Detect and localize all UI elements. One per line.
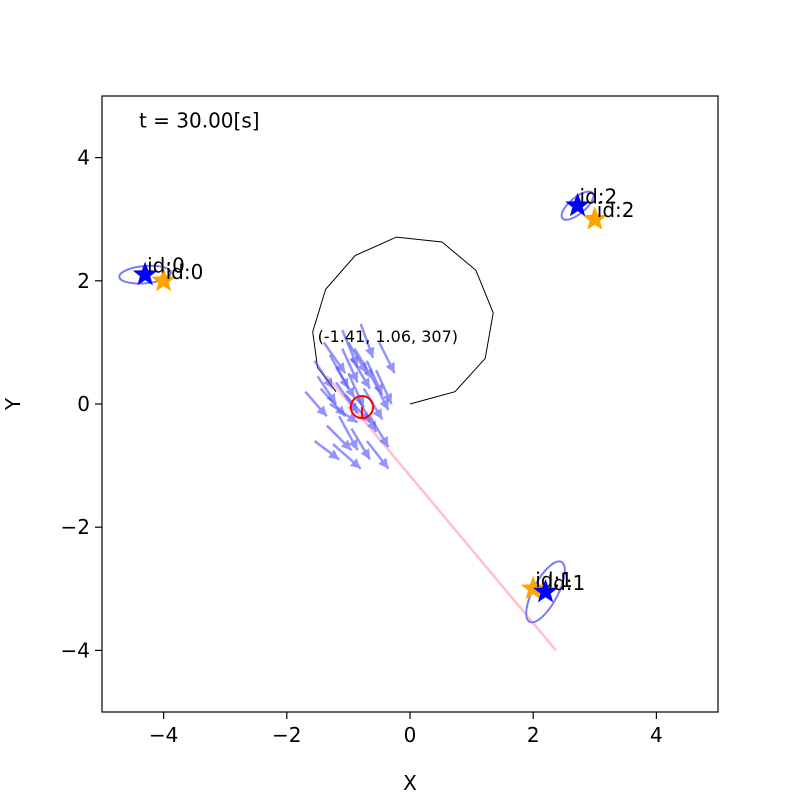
particle-arrow <box>347 341 368 374</box>
robot-layer <box>349 394 375 420</box>
particle-arrow <box>322 341 347 374</box>
x-tick-label: 2 <box>527 723 540 747</box>
particle-arrow-head <box>316 405 327 417</box>
estimated-landmark-star <box>132 261 158 286</box>
particle-arrow-head <box>382 392 392 404</box>
particle-arrow-head <box>360 448 370 460</box>
particle-arrow <box>368 415 390 448</box>
particle-arrow <box>371 378 390 411</box>
particle-arrow-head <box>379 398 389 411</box>
time-label: t = 30.00[s] <box>139 109 260 133</box>
y-axis-label: Y <box>1 397 25 411</box>
particle-arrow-head <box>372 408 383 420</box>
pose-label: (-1.41, 1.06, 307) <box>318 327 458 346</box>
particle-arrow <box>325 424 353 452</box>
true-landmark-label: id:2 <box>597 198 635 222</box>
landmarks-layer: id:0id:1id:2id:0id:1id:2 <box>118 185 635 624</box>
y-tick-label: −2 <box>61 515 90 539</box>
y-tick-label: 4 <box>77 146 90 170</box>
particle-arrow <box>316 375 338 405</box>
particle-arrow-head <box>379 435 389 448</box>
particle-arrow <box>332 443 362 470</box>
particle-arrow <box>365 440 390 470</box>
particle-arrow-head <box>339 377 349 389</box>
particle-arrow <box>341 348 359 383</box>
particle-arrow-head <box>378 457 389 469</box>
particle-arrow-head <box>346 412 358 423</box>
trajectory-layer <box>312 236 494 405</box>
estimated-landmark-star <box>533 578 558 603</box>
particle-arrow-head <box>340 439 352 451</box>
particle-arrow <box>350 357 372 390</box>
particle-arrow-head <box>335 362 346 374</box>
particle-arrow-head <box>360 377 370 389</box>
particle-arrow-head <box>326 392 337 404</box>
observation-line <box>325 375 557 652</box>
y-tick-label: 2 <box>77 269 90 293</box>
true-landmark-star <box>520 575 546 600</box>
particle-arrow-head <box>364 346 375 358</box>
estimated-landmark-label: id:0 <box>147 254 185 278</box>
ticks-layer: −4 −2 0 2 4 −4 −2 0 2 4 <box>61 146 663 747</box>
particle-arrow-head <box>345 386 355 398</box>
trajectory-line <box>312 236 494 405</box>
x-tick-label: 0 <box>404 723 417 747</box>
y-tick-label: 0 <box>77 392 90 416</box>
true-landmark-star <box>582 206 608 230</box>
x-tick-label: 4 <box>650 723 663 747</box>
particle-arrow-head <box>349 458 361 469</box>
annotation-layer: t = 30.00[s] (-1.41, 1.06, 307) <box>139 109 458 347</box>
true-landmark-label: id:0 <box>166 260 204 284</box>
estimated-landmark-label: id:2 <box>580 185 618 209</box>
particle-arrow-head <box>385 362 395 374</box>
x-tick-label: −2 <box>272 723 301 747</box>
particle-arrow-head <box>348 439 358 451</box>
y-tick-label: −4 <box>61 638 90 662</box>
estimated-landmark-label: id:1 <box>548 571 586 595</box>
particle-arrow <box>338 415 359 451</box>
particle-arrow <box>313 439 340 461</box>
particle-arrow-head <box>348 371 359 383</box>
particle-arrow <box>350 427 372 461</box>
estimated-landmark-star <box>565 192 590 217</box>
particle-arrow <box>335 381 359 414</box>
particle-arrow <box>313 360 335 390</box>
particles-layer <box>304 323 396 470</box>
true-landmark-star <box>151 267 176 292</box>
x-axis-label: X <box>403 771 417 795</box>
particle-arrow <box>378 341 396 374</box>
particle-arrow <box>374 369 393 405</box>
particle-arrow <box>329 402 359 424</box>
particle-arrow-head <box>357 362 367 374</box>
particle-arrow <box>359 323 375 359</box>
x-tick-label: −4 <box>149 723 178 747</box>
observation-layer <box>325 375 557 652</box>
particle-arrow-head <box>323 377 333 389</box>
particle-arrow <box>304 390 328 418</box>
particle-arrow <box>328 354 350 390</box>
particle-arrow-head <box>347 402 358 414</box>
particle-arrow-head <box>328 449 340 460</box>
